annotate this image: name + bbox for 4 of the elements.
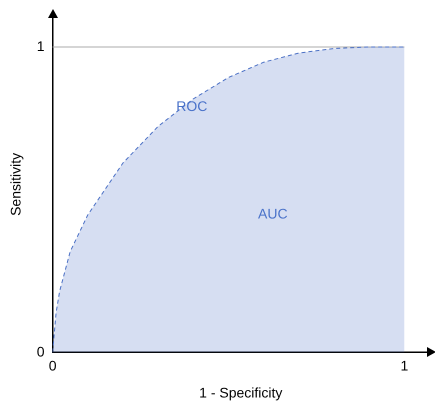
y-axis-title: Sensitivity [7,152,24,216]
annotation: ROC [176,98,208,114]
annotation: AUC [258,206,288,222]
x-axis-title: 1 - Specificity [199,384,282,400]
